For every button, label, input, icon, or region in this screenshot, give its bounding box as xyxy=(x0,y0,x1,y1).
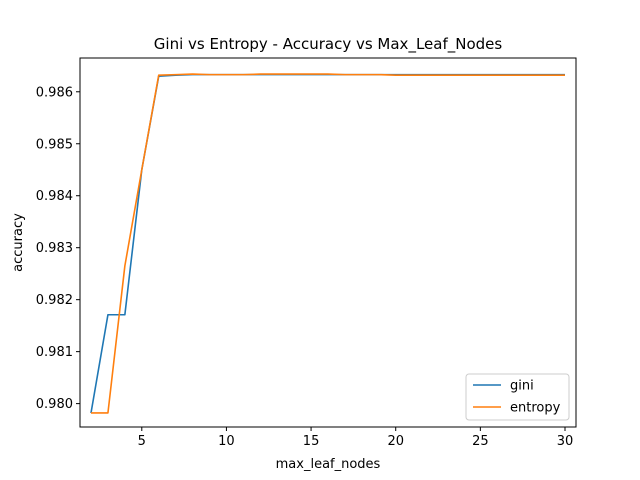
x-tick-label: 5 xyxy=(138,434,146,449)
x-tick-label: 15 xyxy=(303,434,320,449)
legend-label-gini: gini xyxy=(510,379,534,394)
x-tick-label: 30 xyxy=(557,434,574,449)
x-tick-label: 20 xyxy=(387,434,404,449)
y-tick-label: 0.986 xyxy=(36,85,73,100)
y-tick-label: 0.983 xyxy=(36,241,73,256)
axis-ticks: 5 10 15 20 25 30 0.980 0.981 0.982 0.983 0.984 0.98… xyxy=(36,85,573,449)
y-axis-label: accuracy xyxy=(11,213,26,272)
x-axis-label: max_leaf_nodes xyxy=(276,457,381,472)
y-tick-label: 0.981 xyxy=(36,345,73,360)
x-tick-label: 10 xyxy=(218,434,235,449)
y-tick-label: 0.984 xyxy=(36,189,73,204)
y-tick-label: 0.980 xyxy=(36,397,73,412)
legend: gini entropy xyxy=(465,373,570,421)
series-line-entropy xyxy=(91,73,565,414)
chart-title: Gini vs Entropy - Accuracy vs Max_Leaf_N… xyxy=(154,35,503,54)
x-tick-label: 25 xyxy=(472,434,489,449)
plot-frame xyxy=(79,57,577,428)
series-lines xyxy=(90,73,565,414)
legend-label-entropy: entropy xyxy=(510,401,561,416)
y-tick-label: 0.982 xyxy=(36,293,73,308)
y-tick-label: 0.985 xyxy=(36,137,73,152)
